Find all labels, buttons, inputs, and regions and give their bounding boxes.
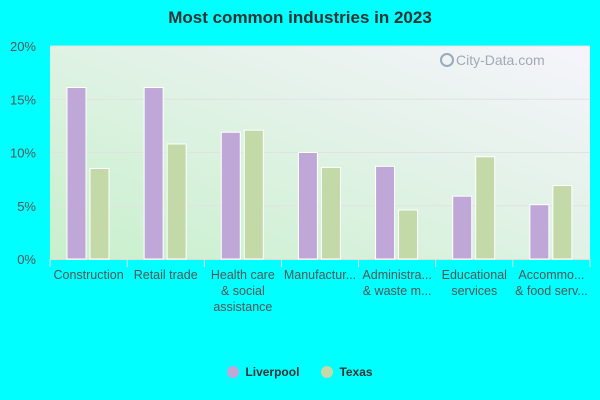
legend-label-texas: Texas bbox=[339, 365, 373, 379]
x-tick-label: Health care bbox=[211, 268, 275, 282]
bar-liverpool bbox=[220, 131, 241, 260]
bar-liverpool bbox=[375, 165, 396, 260]
bar-liverpool bbox=[66, 87, 87, 260]
x-tick-label: Construction bbox=[53, 268, 123, 282]
chart-title: Most common industries in 2023 bbox=[168, 8, 432, 27]
bar-liverpool bbox=[143, 87, 164, 260]
y-tick-label: 0% bbox=[17, 252, 36, 267]
x-tick-label: Administra... bbox=[362, 268, 431, 282]
bar-liverpool bbox=[452, 195, 473, 260]
legend: Liverpool Texas bbox=[0, 365, 600, 379]
bar-texas bbox=[166, 143, 187, 260]
x-tick-label: & waste m... bbox=[363, 284, 432, 298]
legend-item-texas: Texas bbox=[321, 365, 373, 379]
bar-liverpool bbox=[529, 204, 550, 260]
x-tick-label: assistance bbox=[213, 300, 272, 314]
watermark: City-Data.com bbox=[440, 52, 545, 68]
y-tick-label: 20% bbox=[10, 39, 36, 54]
bar-texas bbox=[398, 209, 419, 260]
bar-texas bbox=[89, 167, 110, 260]
x-tick-label: Manufactur... bbox=[284, 268, 356, 282]
bar-texas bbox=[320, 166, 341, 260]
x-tick-label: services bbox=[451, 284, 497, 298]
bar-texas bbox=[552, 185, 573, 260]
bar-texas bbox=[475, 156, 496, 260]
x-tick-label: Educational bbox=[442, 268, 507, 282]
x-tick-label: Retail trade bbox=[134, 268, 198, 282]
y-tick-label: 15% bbox=[10, 92, 36, 107]
legend-swatch-texas bbox=[321, 366, 334, 378]
bar-liverpool bbox=[297, 152, 318, 260]
bar-texas bbox=[243, 129, 264, 260]
legend-item-liverpool: Liverpool bbox=[227, 365, 299, 379]
y-tick-label: 5% bbox=[17, 199, 36, 214]
legend-label-liverpool: Liverpool bbox=[245, 365, 300, 379]
x-tick-label: & food serv... bbox=[515, 284, 588, 298]
legend-swatch-liverpool bbox=[227, 366, 240, 378]
y-tick-label: 10% bbox=[10, 146, 36, 161]
watermark-text: City-Data.com bbox=[456, 52, 545, 68]
x-tick-label: Accommo... bbox=[518, 268, 584, 282]
x-tick-label: & social bbox=[221, 284, 265, 298]
